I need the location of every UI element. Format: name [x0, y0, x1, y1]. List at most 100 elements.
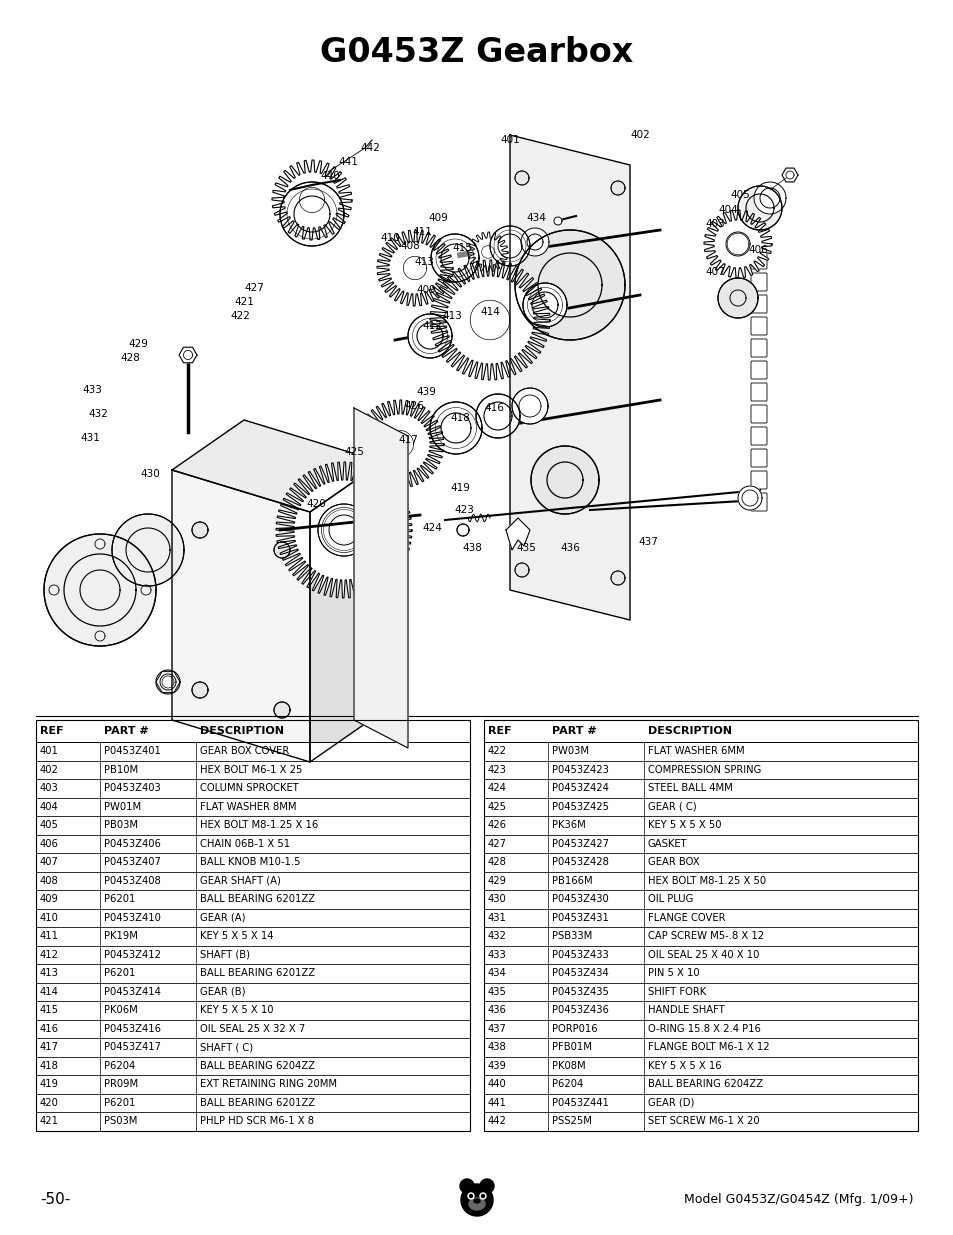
- Polygon shape: [505, 517, 530, 550]
- Text: PB10M: PB10M: [104, 764, 138, 774]
- Text: 419: 419: [450, 483, 470, 493]
- Polygon shape: [554, 217, 561, 225]
- Text: 421: 421: [233, 296, 253, 308]
- Text: 442: 442: [359, 143, 379, 153]
- Text: PART #: PART #: [552, 726, 597, 736]
- Text: 425: 425: [488, 802, 506, 811]
- Bar: [483, 742, 917, 761]
- Text: COMPRESSION SPRING: COMPRESSION SPRING: [647, 764, 760, 774]
- Bar: [483, 761, 917, 779]
- Polygon shape: [275, 462, 412, 598]
- Polygon shape: [515, 170, 529, 185]
- FancyBboxPatch shape: [750, 251, 766, 269]
- Bar: [36, 872, 470, 890]
- Bar: [483, 816, 917, 835]
- Text: KEY 5 X 5 X 16: KEY 5 X 5 X 16: [647, 1061, 720, 1071]
- Bar: [483, 1112, 917, 1130]
- Text: 410: 410: [379, 233, 399, 243]
- Bar: [36, 853, 470, 872]
- Polygon shape: [510, 135, 629, 620]
- Text: 429: 429: [128, 338, 148, 350]
- Text: 406: 406: [747, 245, 767, 254]
- Polygon shape: [355, 400, 443, 488]
- Text: G0453Z Gearbox: G0453Z Gearbox: [320, 36, 633, 68]
- Text: CAP SCREW M5-.8 X 12: CAP SCREW M5-.8 X 12: [647, 931, 763, 941]
- Text: 440: 440: [320, 170, 339, 182]
- Polygon shape: [753, 182, 785, 214]
- Polygon shape: [490, 226, 530, 266]
- Text: 411: 411: [40, 931, 59, 941]
- Text: SHIFT FORK: SHIFT FORK: [647, 987, 705, 997]
- Text: 421: 421: [40, 1116, 59, 1126]
- Polygon shape: [192, 522, 208, 538]
- Text: 403: 403: [40, 783, 59, 793]
- Polygon shape: [468, 232, 507, 272]
- Bar: [483, 853, 917, 872]
- Polygon shape: [515, 563, 529, 577]
- Polygon shape: [317, 504, 370, 556]
- Text: 431: 431: [80, 433, 100, 443]
- Bar: [483, 720, 917, 1130]
- Text: 422: 422: [230, 311, 250, 321]
- Text: PORP016: PORP016: [552, 1024, 597, 1034]
- Text: 433: 433: [82, 385, 102, 395]
- Bar: [36, 720, 470, 1130]
- Bar: [483, 1093, 917, 1112]
- Text: 436: 436: [488, 1005, 506, 1015]
- Polygon shape: [738, 186, 781, 230]
- Text: KEY 5 X 5 X 10: KEY 5 X 5 X 10: [200, 1005, 274, 1015]
- Text: 418: 418: [450, 412, 470, 424]
- Text: 434: 434: [488, 968, 506, 978]
- Polygon shape: [476, 394, 519, 438]
- Bar: [36, 965, 470, 983]
- Text: 422: 422: [488, 746, 506, 756]
- Text: 405: 405: [40, 820, 59, 830]
- Text: 405: 405: [729, 190, 749, 200]
- Text: P0453Z425: P0453Z425: [552, 802, 608, 811]
- Text: FLAT WASHER 8MM: FLAT WASHER 8MM: [200, 802, 296, 811]
- Text: P0453Z424: P0453Z424: [552, 783, 608, 793]
- Text: 441: 441: [337, 157, 357, 167]
- Text: 415: 415: [40, 1005, 59, 1015]
- Text: P6204: P6204: [552, 1079, 582, 1089]
- Polygon shape: [531, 446, 598, 514]
- Text: P0453Z412: P0453Z412: [104, 950, 161, 960]
- Text: P0453Z414: P0453Z414: [104, 987, 161, 997]
- Text: 409: 409: [428, 212, 447, 224]
- Text: 420: 420: [40, 1098, 59, 1108]
- Bar: [483, 983, 917, 1002]
- Polygon shape: [460, 1184, 493, 1216]
- Text: OIL SEAL 25 X 40 X 10: OIL SEAL 25 X 40 X 10: [647, 950, 759, 960]
- Text: Model G0453Z/G0454Z (Mfg. 1/09+): Model G0453Z/G0454Z (Mfg. 1/09+): [684, 1193, 913, 1207]
- Text: P0453Z401: P0453Z401: [104, 746, 161, 756]
- Text: SHAFT ( C): SHAFT ( C): [200, 1042, 253, 1052]
- Polygon shape: [469, 1198, 484, 1210]
- Text: 424: 424: [421, 522, 441, 534]
- Text: 417: 417: [40, 1042, 59, 1052]
- FancyBboxPatch shape: [750, 295, 766, 312]
- Text: PK08M: PK08M: [552, 1061, 585, 1071]
- Text: 423: 423: [454, 505, 474, 515]
- Text: KEY 5 X 5 X 50: KEY 5 X 5 X 50: [647, 820, 720, 830]
- Text: 426: 426: [488, 820, 506, 830]
- Text: DESCRIPTION: DESCRIPTION: [200, 726, 284, 736]
- Text: 408: 408: [40, 876, 59, 885]
- Polygon shape: [610, 182, 624, 195]
- Text: REF: REF: [488, 726, 511, 736]
- Text: 406: 406: [40, 839, 59, 848]
- Text: GEAR (A): GEAR (A): [200, 913, 245, 923]
- Polygon shape: [703, 210, 771, 278]
- Text: -50-: -50-: [40, 1193, 71, 1208]
- Text: P0453Z410: P0453Z410: [104, 913, 161, 923]
- Text: 404: 404: [718, 205, 737, 215]
- Bar: [36, 946, 470, 965]
- Polygon shape: [718, 278, 758, 317]
- Text: P0453Z416: P0453Z416: [104, 1024, 161, 1034]
- Polygon shape: [156, 672, 180, 693]
- Text: 407: 407: [704, 267, 724, 277]
- Text: PW03M: PW03M: [552, 746, 588, 756]
- Text: COLUMN SPROCKET: COLUMN SPROCKET: [200, 783, 298, 793]
- Polygon shape: [179, 347, 196, 363]
- Text: GEAR BOX COVER: GEAR BOX COVER: [200, 746, 289, 756]
- Text: 412: 412: [40, 950, 59, 960]
